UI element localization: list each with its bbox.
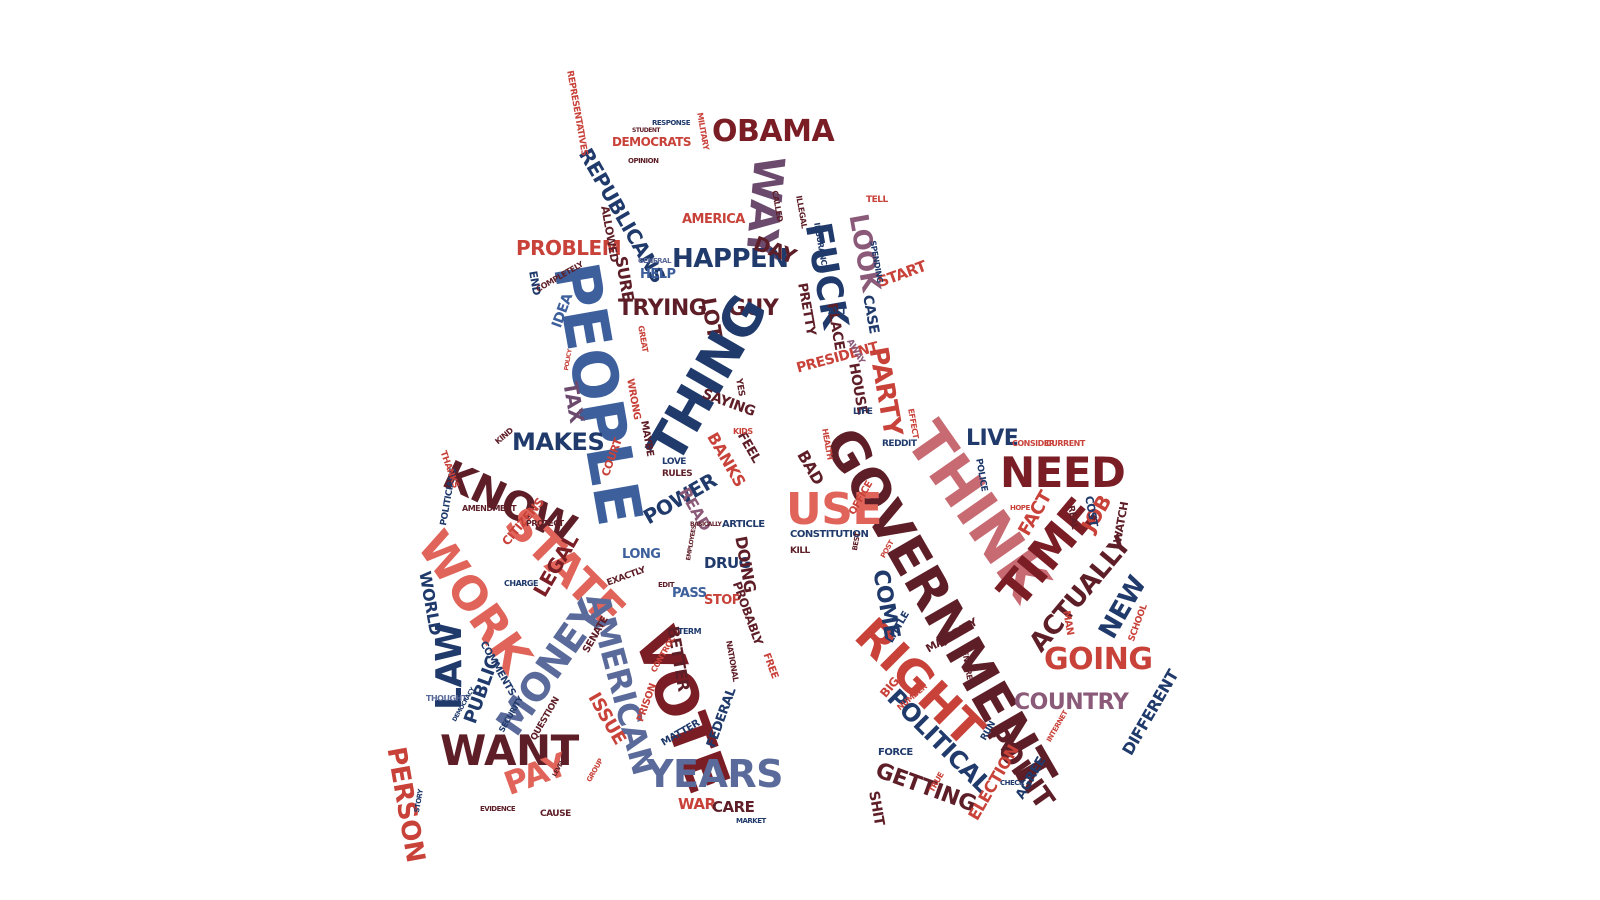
word-employees: EMPLOYEES bbox=[685, 525, 699, 562]
word-check: CHECK bbox=[1000, 779, 1024, 787]
word-long: LONG bbox=[622, 547, 661, 562]
word-war: WAR bbox=[678, 795, 716, 813]
word-opinion: OPINION bbox=[628, 157, 659, 165]
word-article: ARTICLE bbox=[722, 519, 765, 530]
word-basically: BASICALLY bbox=[690, 521, 722, 528]
word-national: NATIONAL bbox=[724, 639, 741, 683]
word-stop: STOP bbox=[704, 593, 741, 608]
word-best: BEST bbox=[851, 532, 863, 552]
word-edit: EDIT bbox=[658, 581, 674, 589]
word-country: COUNTRY bbox=[1014, 690, 1129, 715]
word-exactly: EXACTLY bbox=[605, 565, 647, 589]
word-trying: TRYING bbox=[618, 296, 707, 321]
word-case: CASE bbox=[859, 293, 882, 335]
word-student: STUDENT bbox=[632, 127, 660, 134]
word-general: GENERAL bbox=[638, 257, 671, 265]
word-guy: GUY bbox=[728, 296, 779, 321]
word-reddit: REDDIT bbox=[882, 439, 917, 449]
word-rules: RULES bbox=[662, 469, 693, 479]
word-free: FREE bbox=[760, 651, 780, 681]
word-problem: PROBLEM bbox=[516, 236, 622, 260]
word-amendment: AMENDMENT bbox=[462, 504, 517, 513]
word-consider: CONSIDER bbox=[1012, 439, 1055, 448]
word-market: MARKET bbox=[736, 817, 766, 825]
word-response: RESPONSE bbox=[652, 119, 690, 127]
word-current: CURRENT bbox=[1046, 439, 1085, 448]
word-makes: MAKES bbox=[512, 428, 605, 456]
word-charge: CHARGE bbox=[504, 579, 538, 588]
word-tax: TAX bbox=[558, 379, 590, 425]
word-illegal: ILLEGAL bbox=[794, 194, 809, 229]
word-america: AMERICA bbox=[682, 212, 745, 227]
word-effect: EFFECT bbox=[906, 407, 921, 440]
word-start: START bbox=[875, 256, 929, 292]
word-democrats: DEMOCRATS bbox=[612, 135, 692, 149]
word-need: NEED bbox=[1000, 448, 1126, 497]
word-hope: HOPE bbox=[1010, 504, 1030, 512]
word-party: PARTY bbox=[862, 344, 908, 439]
word-kids: KIDS bbox=[733, 427, 753, 436]
word-going: GOING bbox=[1044, 642, 1153, 677]
word-force: FORCE bbox=[878, 747, 913, 758]
word-tell: TELL bbox=[866, 195, 888, 205]
word-life: LIFE bbox=[853, 407, 873, 417]
word-different: DIFFERENT bbox=[1118, 666, 1183, 759]
word-thought: THOUGHT bbox=[426, 694, 467, 703]
word-cause: CAUSE bbox=[540, 809, 571, 819]
word-representatives: REPRESENTATIVES bbox=[564, 69, 589, 157]
word-protect: PROTECT bbox=[526, 519, 564, 528]
word-great: GREAT bbox=[636, 324, 650, 353]
word-shit: SHIT bbox=[865, 789, 887, 827]
word-want: WANT bbox=[440, 726, 579, 775]
word-evidence: EVIDENCE bbox=[480, 805, 516, 813]
word-watch: WATCH bbox=[1111, 500, 1132, 545]
word-years: YEARS bbox=[646, 752, 784, 796]
word-care: CARE bbox=[712, 798, 755, 816]
word-kill: KILL bbox=[790, 546, 810, 556]
word-constitution: CONSTITUTION bbox=[790, 529, 869, 540]
word-military: MILITARY bbox=[695, 111, 711, 151]
word-act: ACT bbox=[828, 307, 847, 317]
word-yes: YES bbox=[733, 377, 747, 397]
word-use: USE bbox=[786, 484, 882, 535]
word-group: GROUP bbox=[585, 757, 605, 784]
word-love: LOVE bbox=[662, 457, 686, 467]
word-term: TERM bbox=[678, 627, 702, 636]
word-drug: DRUG bbox=[704, 554, 751, 572]
word-live: LIVE bbox=[966, 426, 1019, 451]
word-obama: OBAMA bbox=[712, 114, 835, 149]
word-story: STORY bbox=[413, 788, 425, 814]
word-pass: PASS bbox=[672, 586, 707, 601]
word-happen: HAPPEN bbox=[672, 244, 789, 274]
word-help: HELP bbox=[640, 267, 676, 282]
